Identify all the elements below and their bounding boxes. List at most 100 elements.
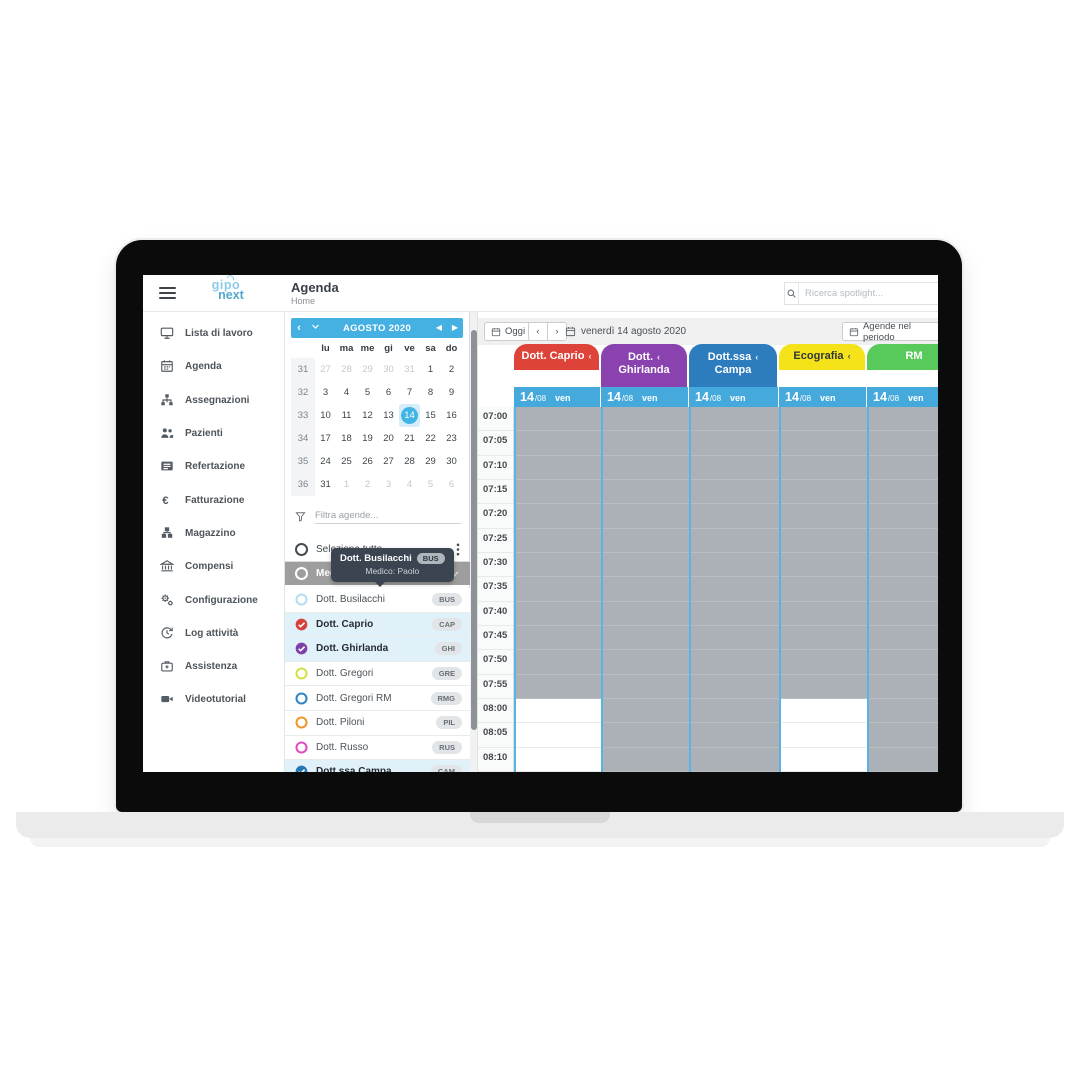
- busy-slot[interactable]: [603, 577, 689, 602]
- group-checkbox[interactable]: [295, 567, 308, 580]
- doctor-row-dott-busilacchi[interactable]: Dott. Busilacchi BUS: [285, 588, 470, 613]
- busy-slot[interactable]: [869, 504, 938, 529]
- calendar-day[interactable]: 31: [320, 479, 331, 490]
- busy-slot[interactable]: [603, 504, 689, 529]
- calendar-day[interactable]: 19: [362, 433, 373, 444]
- free-slot[interactable]: [516, 723, 601, 748]
- busy-slot[interactable]: [603, 674, 689, 700]
- busy-slot[interactable]: [603, 650, 689, 675]
- busy-slot[interactable]: [691, 699, 779, 724]
- busy-slot[interactable]: [516, 626, 601, 651]
- busy-slot[interactable]: [516, 528, 601, 554]
- free-slot[interactable]: [516, 747, 601, 772]
- busy-slot[interactable]: [691, 455, 779, 481]
- agenda-tab-rm[interactable]: RM: [867, 344, 938, 370]
- sidebar-item-videotutorial[interactable]: Videotutorial: [143, 683, 284, 716]
- doctor-row-dott-gregori[interactable]: Dott. Gregori GRE: [285, 661, 470, 687]
- busy-slot[interactable]: [516, 480, 601, 505]
- calendar-day[interactable]: 29: [362, 364, 373, 375]
- busy-slot[interactable]: [516, 455, 601, 481]
- busy-slot[interactable]: [869, 577, 938, 602]
- busy-slot[interactable]: [869, 650, 938, 675]
- busy-slot[interactable]: [603, 407, 689, 432]
- calendar-day[interactable]: 12: [362, 410, 373, 421]
- calendar-day[interactable]: 15: [425, 410, 436, 421]
- busy-slot[interactable]: [869, 407, 938, 432]
- busy-slot[interactable]: [869, 747, 938, 772]
- free-slot[interactable]: [781, 747, 867, 772]
- doctor-circle-icon[interactable]: [295, 667, 308, 680]
- busy-slot[interactable]: [691, 747, 779, 772]
- doctor-row-dott-ssa-campa[interactable]: Dott.ssa Campa CAM: [285, 760, 470, 772]
- busy-slot[interactable]: [869, 480, 938, 505]
- busy-slot[interactable]: [781, 455, 867, 481]
- busy-slot[interactable]: [691, 528, 779, 554]
- busy-slot[interactable]: [781, 553, 867, 578]
- calendar-day[interactable]: 1: [343, 479, 350, 490]
- busy-slot[interactable]: [691, 407, 779, 432]
- busy-slot[interactable]: [691, 553, 779, 578]
- calendar-day[interactable]: 17: [320, 433, 331, 444]
- calendar-day[interactable]: 27: [383, 456, 394, 467]
- busy-slot[interactable]: [781, 431, 867, 456]
- busy-slot[interactable]: [691, 601, 779, 627]
- calendar-day[interactable]: 18: [341, 433, 352, 444]
- sidebar-item-pazienti[interactable]: Pazienti: [143, 417, 284, 450]
- gipo-next-logo[interactable]: gipo next: [201, 275, 251, 301]
- agenda-tab-dott-ssa-campa[interactable]: Dott.ssa ‹ Campa: [689, 344, 777, 387]
- busy-slot[interactable]: [691, 626, 779, 651]
- today-button[interactable]: Oggi: [484, 322, 533, 341]
- calendar-day[interactable]: 6: [448, 479, 455, 490]
- busy-slot[interactable]: [869, 601, 938, 627]
- doctor-circle-icon[interactable]: [295, 692, 308, 705]
- busy-slot[interactable]: [603, 699, 689, 724]
- busy-slot[interactable]: [691, 674, 779, 700]
- busy-slot[interactable]: [869, 431, 938, 456]
- doctor-circle-icon[interactable]: [295, 716, 308, 729]
- busy-slot[interactable]: [781, 626, 867, 651]
- collapse-arrow-icon[interactable]: ‹: [588, 351, 592, 361]
- free-slot[interactable]: [781, 699, 867, 724]
- doctor-row-dott-piloni[interactable]: Dott. Piloni PIL: [285, 710, 470, 736]
- busy-slot[interactable]: [781, 650, 867, 675]
- select-all-checkbox[interactable]: [295, 543, 308, 556]
- sidebar-item-log-attivit[interactable]: Log attività: [143, 617, 284, 650]
- doctor-row-dott-ghirlanda[interactable]: Dott. Ghirlanda GHI: [285, 637, 470, 662]
- agenda-scrollbar[interactable]: [470, 312, 477, 772]
- doctor-checked-icon[interactable]: [295, 765, 308, 772]
- hamburger-menu-icon[interactable]: [159, 286, 176, 300]
- collapse-arrow-icon[interactable]: ‹: [657, 352, 661, 362]
- sidebar-item-refertazione[interactable]: Refertazione: [143, 450, 284, 483]
- busy-slot[interactable]: [691, 504, 779, 529]
- calendar-prev-month-icon[interactable]: ◀: [435, 323, 443, 332]
- sidebar-item-magazzino[interactable]: Magazzino: [143, 517, 284, 550]
- sidebar-item-configurazione[interactable]: Configurazione: [143, 583, 284, 616]
- calendar-day[interactable]: 28: [341, 364, 352, 375]
- calendar-day[interactable]: 16: [446, 410, 457, 421]
- busy-slot[interactable]: [691, 431, 779, 456]
- agenda-tab-ecografia[interactable]: Ecografia ‹: [779, 344, 865, 370]
- busy-slot[interactable]: [603, 480, 689, 505]
- busy-slot[interactable]: [516, 407, 601, 432]
- busy-slot[interactable]: [516, 577, 601, 602]
- collapse-arrow-icon[interactable]: ‹: [755, 352, 759, 362]
- calendar-next-month-icon[interactable]: ▶: [451, 323, 459, 332]
- calendar-day[interactable]: 27: [320, 364, 331, 375]
- sidebar-item-assegnazioni[interactable]: Assegnazioni: [143, 384, 284, 417]
- calendar-day[interactable]: 13: [383, 410, 394, 421]
- busy-slot[interactable]: [781, 674, 867, 700]
- calendar-day[interactable]: 26: [362, 456, 373, 467]
- doctor-circle-icon[interactable]: [295, 741, 308, 754]
- calendar-day[interactable]: 5: [427, 479, 434, 490]
- calendar-day[interactable]: 24: [320, 456, 331, 467]
- doctor-row-dott-russo[interactable]: Dott. Russo RUS: [285, 735, 470, 761]
- calendar-day[interactable]: 20: [383, 433, 394, 444]
- calendar-day[interactable]: 5: [364, 387, 371, 398]
- calendar-day[interactable]: 2: [448, 364, 455, 375]
- calendar-day[interactable]: 6: [385, 387, 392, 398]
- busy-slot[interactable]: [603, 553, 689, 578]
- busy-slot[interactable]: [869, 626, 938, 651]
- busy-slot[interactable]: [603, 528, 689, 554]
- free-slot[interactable]: [516, 699, 601, 724]
- calendar-collapse-left-icon[interactable]: ‹: [297, 322, 301, 334]
